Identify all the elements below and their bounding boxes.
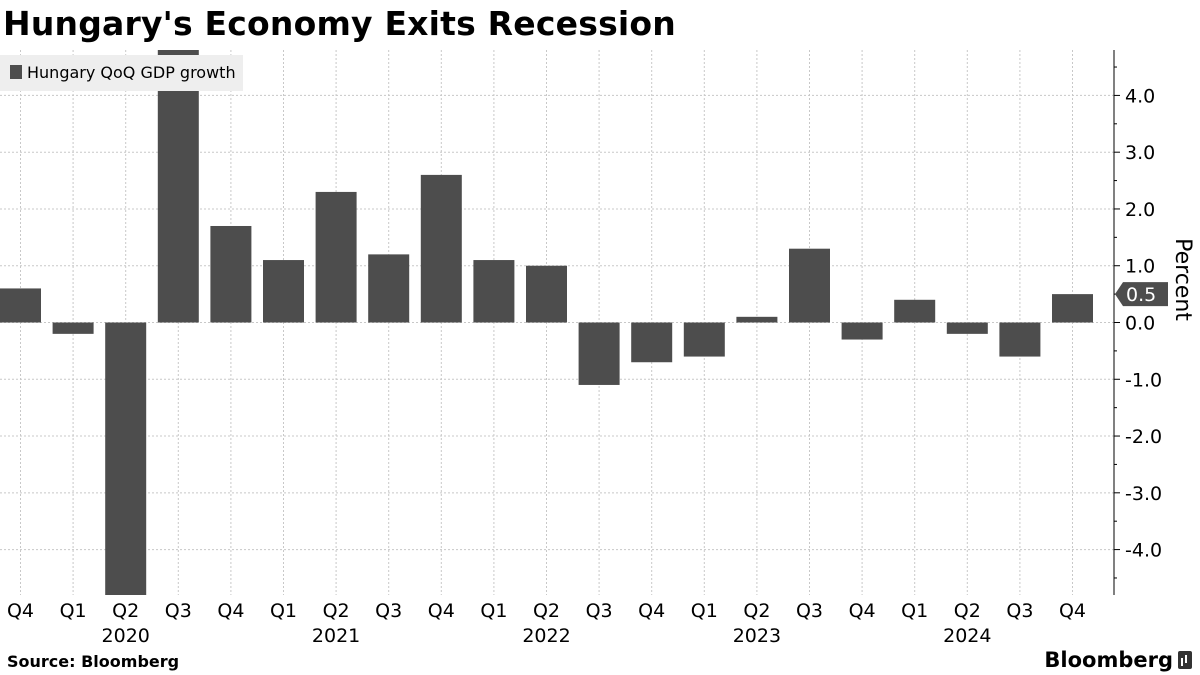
x-year-label: 2020 <box>102 625 150 647</box>
bar[interactable] <box>736 316 778 323</box>
x-tick-label: Q4 <box>638 600 665 622</box>
x-tick-label: Q1 <box>60 600 87 622</box>
y-tick-label: 2.0 <box>1125 199 1155 221</box>
bars <box>0 50 1093 595</box>
x-tick-label: Q2 <box>533 600 560 622</box>
y-tick-label: 3.0 <box>1125 142 1155 164</box>
x-tick-label: Q4 <box>1059 600 1086 622</box>
y-tick-label: 4.0 <box>1125 85 1155 107</box>
y-tick-label: -2.0 <box>1125 426 1162 448</box>
y-axis: 4.0 3.0 2.0 1.0 0.0 -1.0 -2.0 -3.0 -4.0 <box>1113 50 1162 595</box>
y-tick-label: 0.0 <box>1125 313 1155 335</box>
x-tick-label: Q1 <box>480 600 507 622</box>
x-year-label: 2021 <box>312 625 360 647</box>
x-tick-label: Q1 <box>901 600 928 622</box>
x-tick-label: Q2 <box>743 600 770 622</box>
bar[interactable] <box>368 254 410 323</box>
bar[interactable] <box>841 322 883 340</box>
x-axis: Q4 Q1 Q2 Q3 Q4 Q1 Q2 Q3 Q4 Q1 Q2 Q3 Q4 Q1 Q2 Q3 Q4 Q1 Q2 Q3… <box>7 600 1086 647</box>
x-year-label: 2024 <box>943 625 991 647</box>
x-tick-label: Q4 <box>428 600 455 622</box>
y-tick-label: -3.0 <box>1125 483 1162 505</box>
bar[interactable] <box>789 248 830 323</box>
bar[interactable] <box>473 260 515 323</box>
x-tick-label: Q3 <box>1006 600 1033 622</box>
last-value-callout: 0.5 <box>1115 282 1168 307</box>
bar[interactable] <box>946 322 988 334</box>
x-tick-label: Q1 <box>691 600 718 622</box>
bar[interactable] <box>578 322 620 385</box>
x-tick-label: Q2 <box>954 600 981 622</box>
x-tick-label: Q2 <box>112 600 139 622</box>
bar[interactable] <box>210 225 252 323</box>
x-tick-label: Q1 <box>270 600 297 622</box>
x-tick-label: Q4 <box>7 600 34 622</box>
y-tick-label: -4.0 <box>1125 540 1162 562</box>
bar[interactable] <box>631 322 673 363</box>
bar[interactable] <box>526 265 567 323</box>
x-tick-label: Q3 <box>375 600 402 622</box>
y-axis-label: Percent <box>1170 238 1195 321</box>
bar[interactable] <box>999 322 1041 357</box>
bloomberg-logo: Bloomberg <box>1044 648 1192 672</box>
bar[interactable] <box>420 174 462 323</box>
brand-name: Bloomberg <box>1044 648 1173 672</box>
x-tick-label: Q3 <box>796 600 823 622</box>
bar[interactable] <box>0 288 41 323</box>
source-note: Source: Bloomberg <box>7 652 180 671</box>
bloomberg-chart-icon <box>1178 651 1192 669</box>
bar[interactable] <box>894 299 936 323</box>
bar[interactable] <box>157 50 199 323</box>
x-tick-label: Q4 <box>217 600 244 622</box>
x-year-label: 2022 <box>522 625 570 647</box>
x-year-label: 2023 <box>733 625 781 647</box>
y-tick-label: 1.0 <box>1125 256 1155 278</box>
bar[interactable] <box>1052 294 1093 323</box>
bar[interactable] <box>105 322 147 596</box>
x-tick-label: Q3 <box>165 600 192 622</box>
bar[interactable] <box>52 322 94 334</box>
callout-shape <box>1115 282 1168 307</box>
legend-swatch <box>10 65 22 79</box>
x-tick-label: Q4 <box>849 600 876 622</box>
bar[interactable] <box>263 260 304 323</box>
x-tick-label: Q3 <box>586 600 613 622</box>
bar[interactable] <box>315 191 357 323</box>
callout-value: 0.5 <box>1126 284 1156 306</box>
legend-background <box>0 55 243 91</box>
legend-label: Hungary QoQ GDP growth <box>27 63 236 82</box>
legend[interactable]: Hungary QoQ GDP growth <box>0 55 243 91</box>
x-tick-label: Q2 <box>323 600 350 622</box>
chart-title: Hungary's Economy Exits Recession <box>3 4 676 43</box>
bar[interactable] <box>683 322 725 357</box>
y-tick-label: -1.0 <box>1125 369 1162 391</box>
